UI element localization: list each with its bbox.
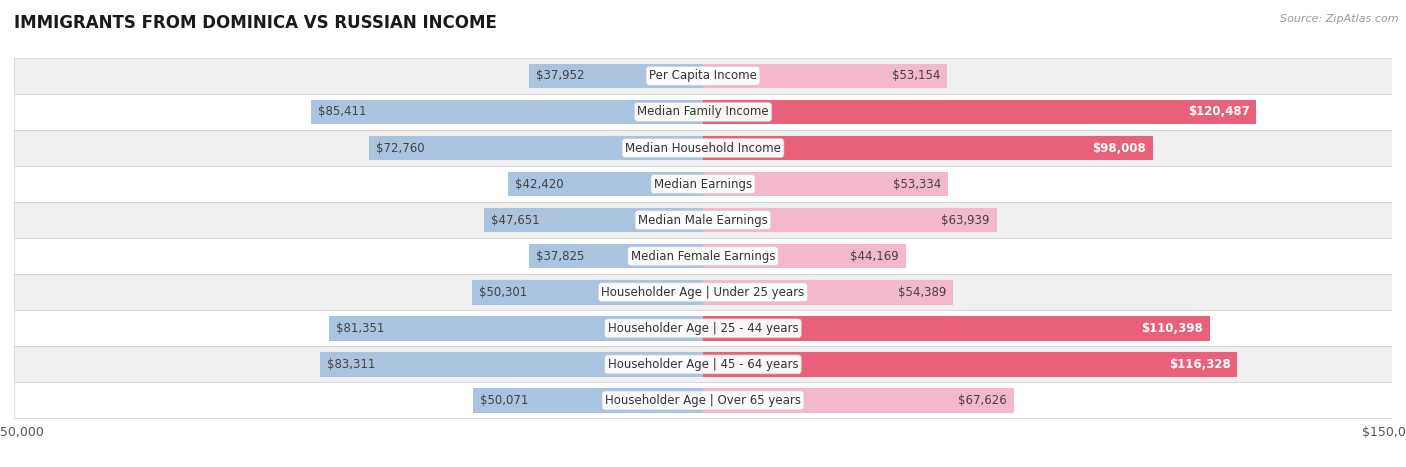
Text: Householder Age | 45 - 64 years: Householder Age | 45 - 64 years bbox=[607, 358, 799, 371]
Text: $116,328: $116,328 bbox=[1168, 358, 1230, 371]
Bar bbox=[14, 130, 1392, 166]
Text: $42,420: $42,420 bbox=[515, 177, 564, 191]
Text: $98,008: $98,008 bbox=[1092, 142, 1146, 155]
Bar bbox=[529, 64, 703, 88]
Bar bbox=[484, 208, 703, 233]
Text: Median Household Income: Median Household Income bbox=[626, 142, 780, 155]
Bar bbox=[703, 136, 1153, 160]
Bar bbox=[703, 208, 997, 233]
Text: $110,398: $110,398 bbox=[1142, 322, 1204, 335]
Text: $44,169: $44,169 bbox=[851, 250, 898, 263]
Bar bbox=[703, 99, 1257, 124]
Text: $37,825: $37,825 bbox=[536, 250, 585, 263]
Text: $85,411: $85,411 bbox=[318, 106, 366, 119]
Bar bbox=[703, 244, 905, 269]
Bar bbox=[329, 316, 703, 340]
Text: Householder Age | 25 - 44 years: Householder Age | 25 - 44 years bbox=[607, 322, 799, 335]
Text: $72,760: $72,760 bbox=[375, 142, 425, 155]
Bar bbox=[311, 99, 703, 124]
Text: Source: ZipAtlas.com: Source: ZipAtlas.com bbox=[1281, 14, 1399, 24]
Bar bbox=[14, 347, 1392, 382]
Bar bbox=[14, 310, 1392, 347]
Text: $63,939: $63,939 bbox=[941, 213, 990, 226]
Bar bbox=[529, 244, 703, 269]
Bar bbox=[14, 94, 1392, 130]
Text: $53,154: $53,154 bbox=[891, 70, 941, 82]
Text: $53,334: $53,334 bbox=[893, 177, 941, 191]
Text: Median Family Income: Median Family Income bbox=[637, 106, 769, 119]
Bar bbox=[368, 136, 703, 160]
Bar bbox=[14, 274, 1392, 310]
Bar bbox=[14, 166, 1392, 202]
Text: Householder Age | Over 65 years: Householder Age | Over 65 years bbox=[605, 394, 801, 407]
Text: Per Capita Income: Per Capita Income bbox=[650, 70, 756, 82]
Text: $50,301: $50,301 bbox=[479, 286, 527, 299]
Text: $47,651: $47,651 bbox=[491, 213, 540, 226]
Text: $81,351: $81,351 bbox=[336, 322, 385, 335]
Bar bbox=[703, 352, 1237, 377]
Text: Median Female Earnings: Median Female Earnings bbox=[631, 250, 775, 263]
Bar bbox=[703, 172, 948, 196]
Bar bbox=[472, 280, 703, 304]
Text: Median Male Earnings: Median Male Earnings bbox=[638, 213, 768, 226]
Text: $120,487: $120,487 bbox=[1188, 106, 1250, 119]
Text: $50,071: $50,071 bbox=[479, 394, 529, 407]
Bar bbox=[14, 58, 1392, 94]
Bar bbox=[508, 172, 703, 196]
Text: $37,952: $37,952 bbox=[536, 70, 583, 82]
Bar bbox=[703, 388, 1014, 413]
Text: Householder Age | Under 25 years: Householder Age | Under 25 years bbox=[602, 286, 804, 299]
Text: $83,311: $83,311 bbox=[328, 358, 375, 371]
Text: IMMIGRANTS FROM DOMINICA VS RUSSIAN INCOME: IMMIGRANTS FROM DOMINICA VS RUSSIAN INCO… bbox=[14, 14, 496, 32]
Bar bbox=[14, 382, 1392, 418]
Bar bbox=[703, 316, 1211, 340]
Bar bbox=[14, 202, 1392, 238]
Text: $54,389: $54,389 bbox=[897, 286, 946, 299]
Bar bbox=[472, 388, 703, 413]
Bar bbox=[14, 238, 1392, 274]
Bar bbox=[321, 352, 703, 377]
Text: Median Earnings: Median Earnings bbox=[654, 177, 752, 191]
Bar bbox=[703, 280, 953, 304]
Text: $67,626: $67,626 bbox=[957, 394, 1007, 407]
Bar bbox=[703, 64, 948, 88]
